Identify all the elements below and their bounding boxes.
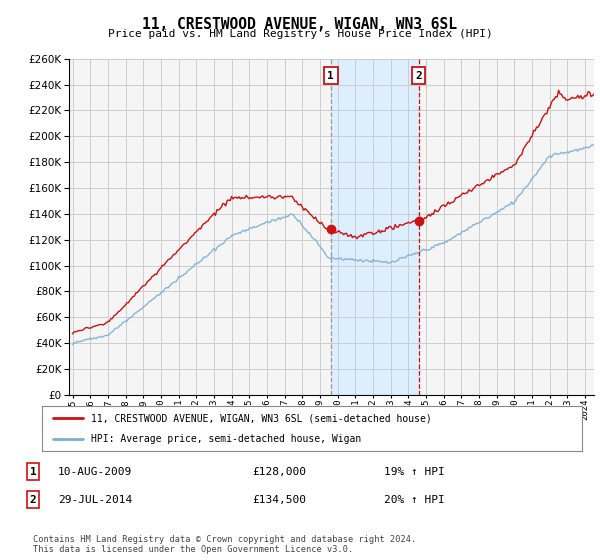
Text: 29-JUL-2014: 29-JUL-2014 [58, 494, 133, 505]
Text: Contains HM Land Registry data © Crown copyright and database right 2024.
This d: Contains HM Land Registry data © Crown c… [33, 535, 416, 554]
Bar [331, 59, 419, 395]
Text: 11, CRESTWOOD AVENUE, WIGAN, WN3 6SL (semi-detached house): 11, CRESTWOOD AVENUE, WIGAN, WN3 6SL (se… [91, 413, 431, 423]
Text: 2: 2 [29, 494, 37, 505]
Text: £128,000: £128,000 [252, 466, 306, 477]
Text: 1: 1 [29, 466, 37, 477]
Text: 20% ↑ HPI: 20% ↑ HPI [384, 494, 445, 505]
Text: 11, CRESTWOOD AVENUE, WIGAN, WN3 6SL: 11, CRESTWOOD AVENUE, WIGAN, WN3 6SL [143, 17, 458, 32]
Text: 10-AUG-2009: 10-AUG-2009 [58, 466, 133, 477]
Text: 1: 1 [328, 71, 334, 81]
Text: £134,500: £134,500 [252, 494, 306, 505]
Text: HPI: Average price, semi-detached house, Wigan: HPI: Average price, semi-detached house,… [91, 433, 361, 444]
Text: Price paid vs. HM Land Registry's House Price Index (HPI): Price paid vs. HM Land Registry's House … [107, 29, 493, 39]
Text: 2: 2 [415, 71, 422, 81]
Text: 19% ↑ HPI: 19% ↑ HPI [384, 466, 445, 477]
